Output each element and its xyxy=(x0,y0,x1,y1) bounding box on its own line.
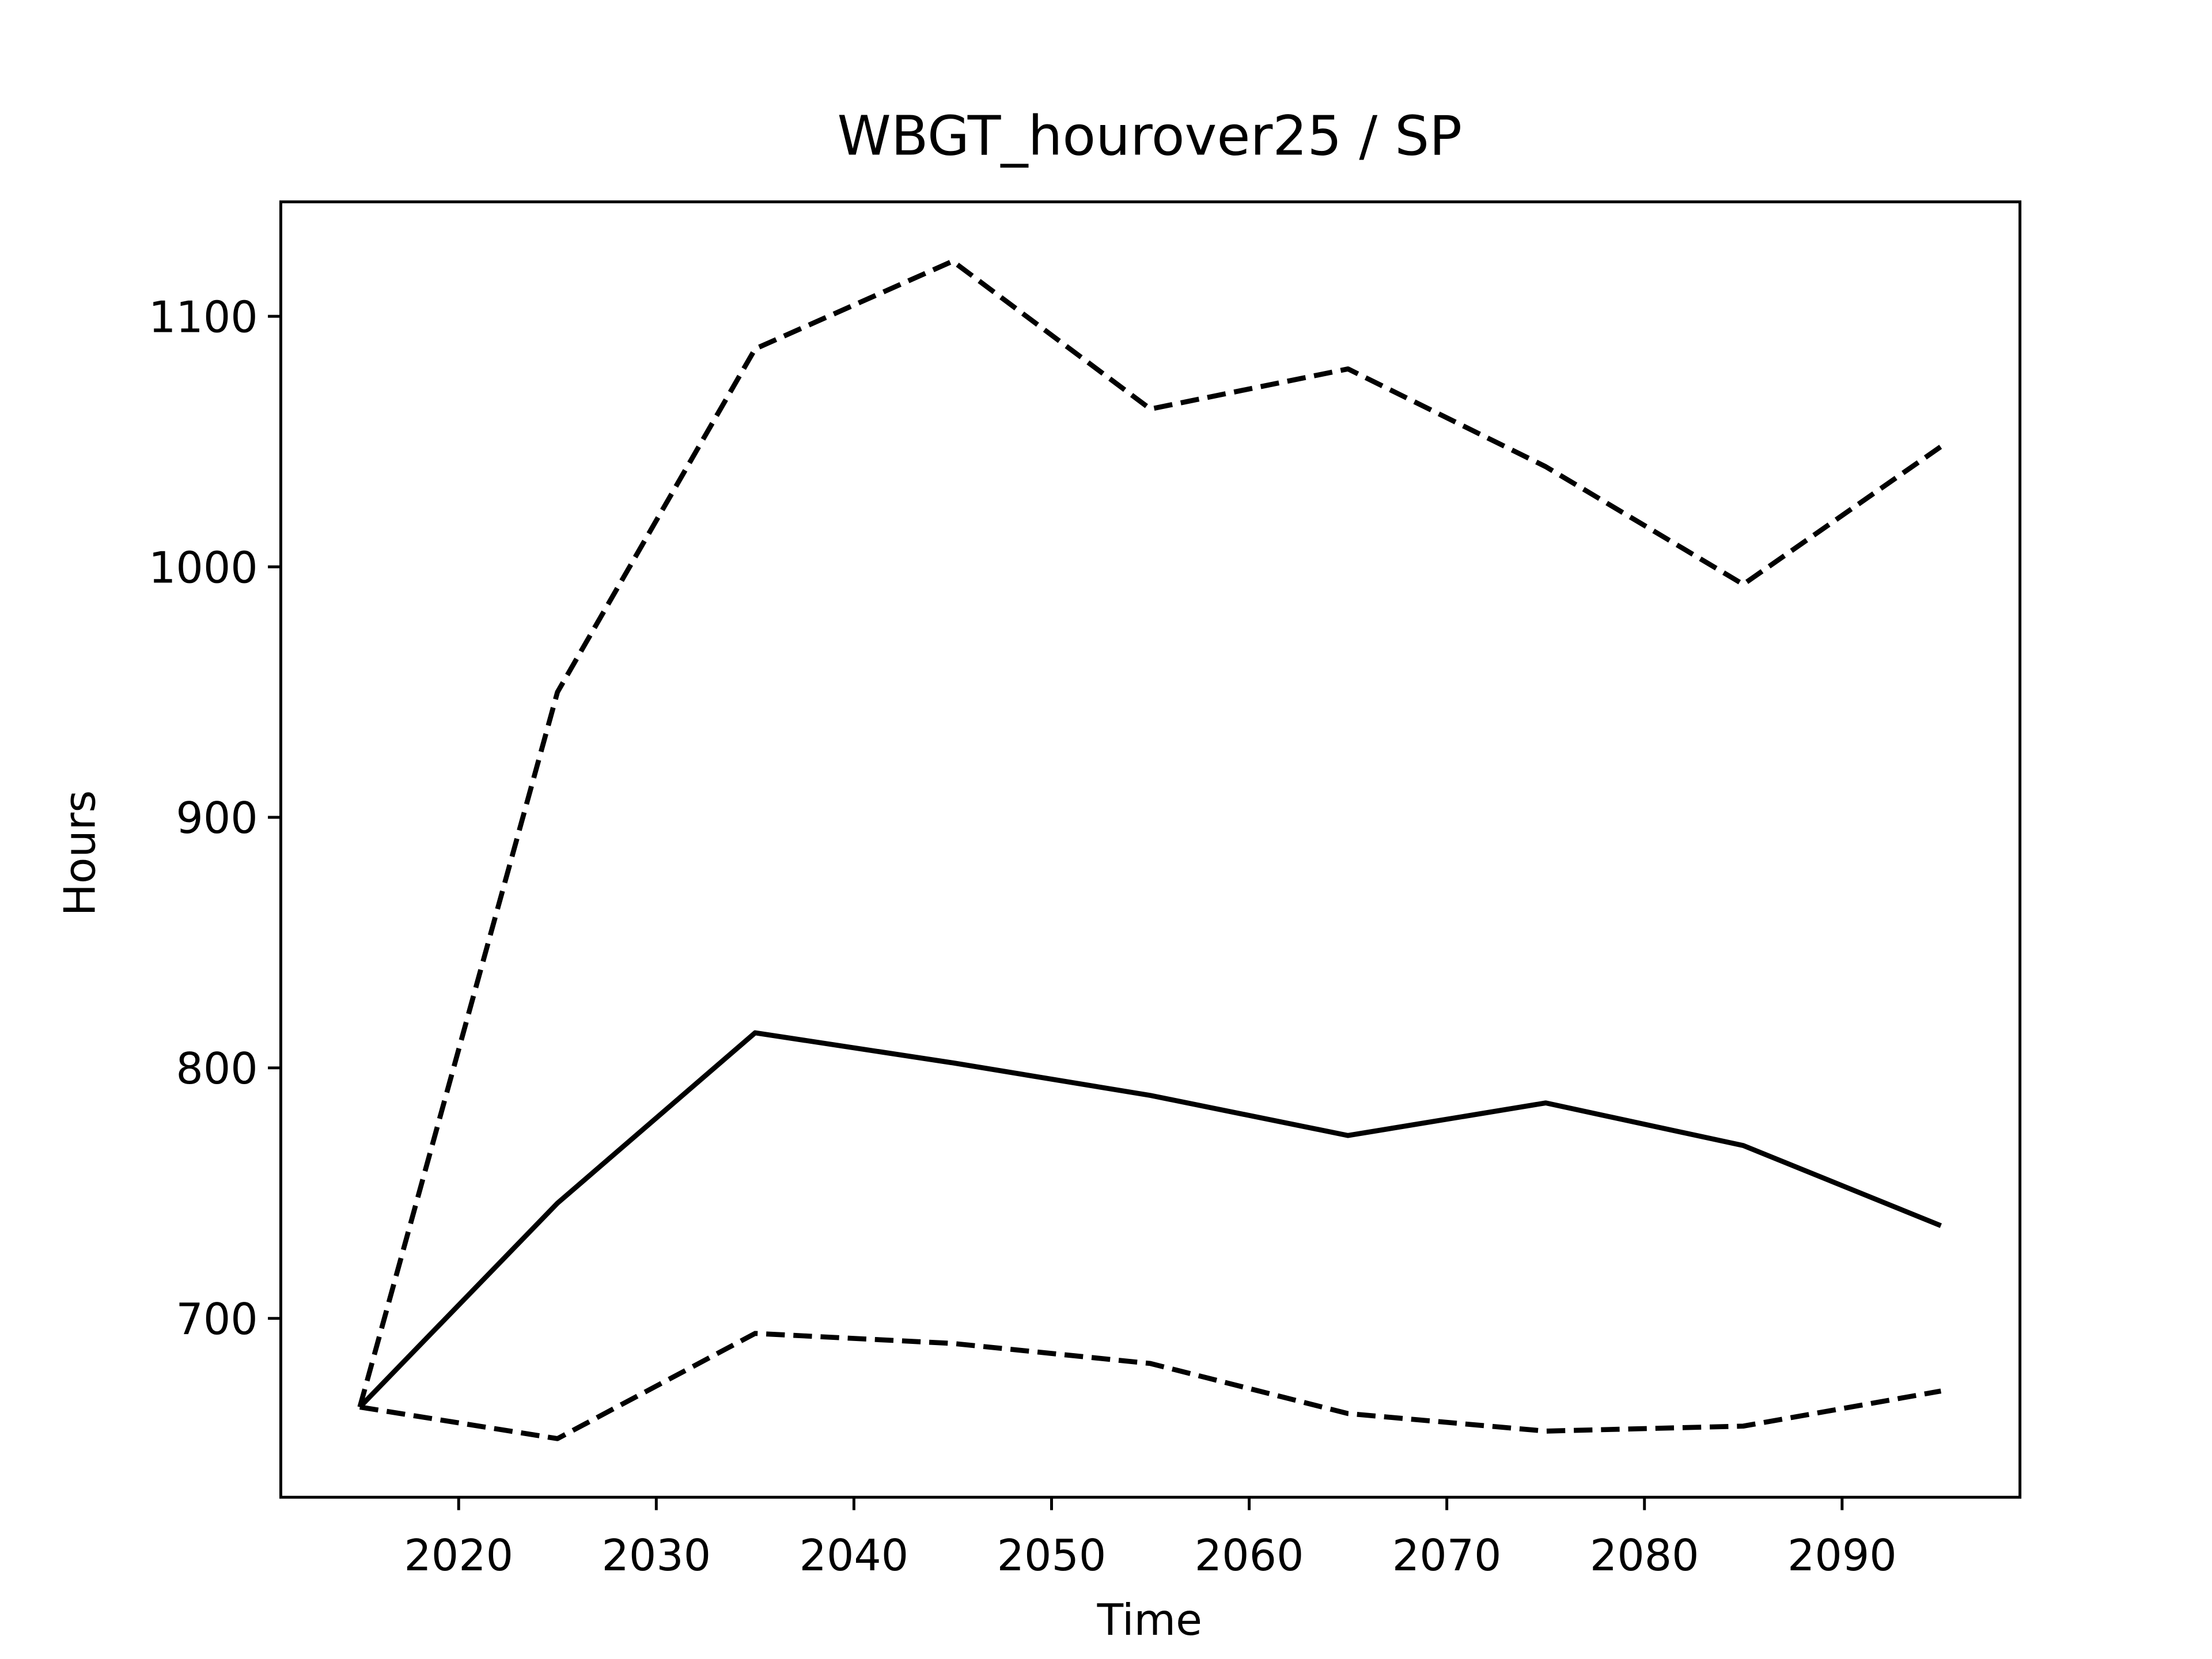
y-tick-label: 800 xyxy=(176,1044,257,1094)
y-tick-label: 700 xyxy=(176,1294,257,1344)
x-axis-label: Time xyxy=(1097,1595,1202,1645)
x-tick-label: 2030 xyxy=(601,1531,711,1581)
y-tick-label: 1100 xyxy=(149,292,258,342)
plot-frame xyxy=(279,200,2022,1499)
line-series xyxy=(358,1030,1942,1409)
x-tick-label: 2070 xyxy=(1392,1531,1502,1581)
x-tick-label: 2080 xyxy=(1590,1531,1699,1581)
x-tick-label: 2050 xyxy=(997,1531,1107,1581)
x-tick-label: 2020 xyxy=(404,1531,513,1581)
line-series xyxy=(357,259,1942,1408)
x-tick-label: 2040 xyxy=(800,1531,909,1581)
line-series xyxy=(359,1331,1942,1441)
y-tick-label: 900 xyxy=(176,793,257,843)
x-tick-label: 2060 xyxy=(1195,1531,1304,1581)
y-tick-label: 1000 xyxy=(149,543,258,593)
y-axis-label: Hours xyxy=(55,790,105,916)
x-tick-label: 2090 xyxy=(1787,1531,1897,1581)
chart-title: WBGT_hourover25 / SP xyxy=(837,104,1462,168)
